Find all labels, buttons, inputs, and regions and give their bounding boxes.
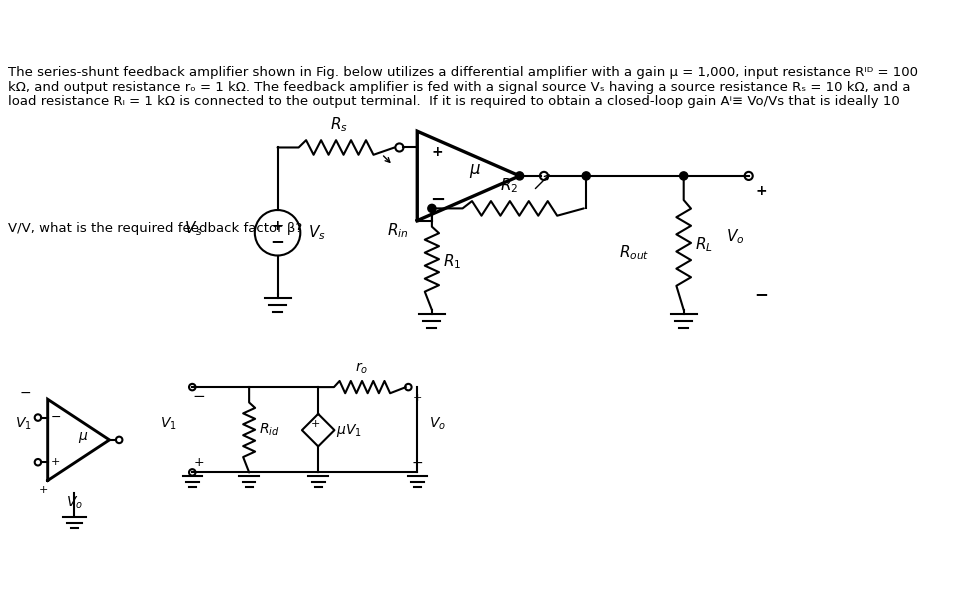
Text: $R_1$: $R_1$ (443, 252, 461, 270)
Text: V/V, what is the required feedback factor β?: V/V, what is the required feedback facto… (8, 222, 302, 235)
Text: $V_o$: $V_o$ (726, 228, 745, 246)
Text: +: + (51, 458, 60, 467)
Text: +: + (412, 394, 422, 403)
Text: −: − (192, 389, 205, 405)
Text: load resistance Rₗ = 1 kΩ is connected to the output terminal.  If it is require: load resistance Rₗ = 1 kΩ is connected t… (8, 96, 900, 108)
Text: +: + (272, 219, 283, 233)
Text: $R_s$: $R_s$ (329, 116, 347, 134)
Circle shape (582, 172, 590, 180)
Text: $V_o$: $V_o$ (429, 415, 446, 432)
Text: kΩ, and output resistance rₒ = 1 kΩ. The feedback amplifier is fed with a signal: kΩ, and output resistance rₒ = 1 kΩ. The… (8, 81, 910, 94)
Text: $V_1$: $V_1$ (15, 415, 32, 432)
Text: $R_L$: $R_L$ (695, 235, 713, 254)
Text: The series-shunt feedback amplifier shown in Fig. below utilizes a differential : The series-shunt feedback amplifier show… (8, 66, 918, 79)
Circle shape (516, 172, 523, 180)
Text: −: − (51, 411, 61, 424)
Circle shape (428, 204, 436, 213)
Text: $R_{id}$: $R_{id}$ (259, 422, 279, 438)
Text: $V_o$: $V_o$ (66, 495, 83, 512)
Circle shape (679, 172, 688, 180)
Text: $V_s$: $V_s$ (180, 219, 203, 238)
Text: −: − (412, 456, 423, 470)
Text: −: − (271, 232, 284, 250)
Text: $\mu V_1$: $\mu V_1$ (336, 421, 362, 439)
Text: +: + (755, 184, 767, 197)
Text: +: + (39, 485, 48, 495)
Text: $R_{in}$: $R_{in}$ (387, 222, 409, 240)
Text: $V_1$: $V_1$ (160, 415, 176, 432)
Text: −: − (19, 386, 31, 400)
Text: μ: μ (78, 429, 87, 443)
Text: −: − (754, 285, 768, 303)
Text: $R_2$: $R_2$ (500, 177, 518, 196)
Text: μ: μ (469, 160, 479, 178)
Text: $V_s$: $V_s$ (308, 223, 326, 242)
Text: +: + (311, 418, 321, 429)
Text: −: − (430, 191, 445, 209)
Text: $R_{out}$: $R_{out}$ (619, 244, 649, 262)
Text: $r_o$: $r_o$ (355, 361, 368, 376)
Text: +: + (193, 456, 204, 469)
Text: +: + (432, 144, 443, 158)
